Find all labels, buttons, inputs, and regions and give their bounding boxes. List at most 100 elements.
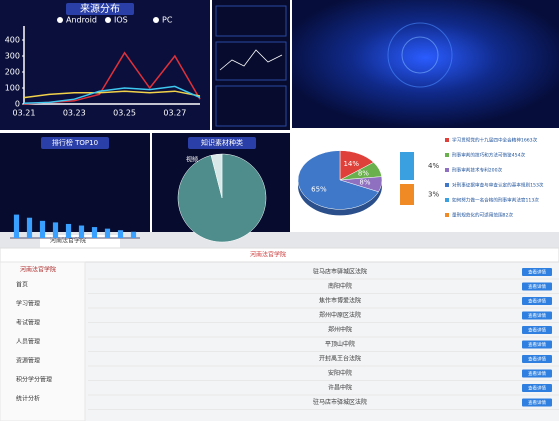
legend-marker <box>445 198 449 202</box>
title-tab <box>188 137 256 149</box>
bar <box>52 222 59 238</box>
chart-title: 排行榜 TOP10 <box>52 138 98 147</box>
court-name: 驻马店市驿城区法院 <box>313 398 367 406</box>
court-name: 郑州中原区法院 <box>319 311 361 319</box>
slice-label: 视频 <box>186 156 198 164</box>
panel <box>292 0 559 128</box>
bar <box>39 220 46 238</box>
bar <box>26 217 33 238</box>
detail-button-label[interactable]: 查看详情 <box>528 298 546 305</box>
data-label: 65% <box>311 186 327 194</box>
menu-item[interactable]: 积分学分管理 <box>16 376 52 384</box>
chart-title: 知识素材种类 <box>201 138 243 147</box>
bar <box>91 227 98 238</box>
legend-marker <box>57 17 63 23</box>
mini-panel <box>215 41 287 81</box>
detail-button-label[interactable]: 查看详情 <box>528 327 546 334</box>
bar <box>104 228 111 238</box>
panel <box>212 0 290 130</box>
bar <box>65 223 72 238</box>
bar-of-pie <box>400 184 414 205</box>
court-name: 许昌中院 <box>328 384 352 392</box>
title-tab <box>66 3 134 15</box>
legend-label: IOS <box>114 16 128 25</box>
detail-button[interactable] <box>522 268 552 276</box>
menu-item[interactable]: 首页 <box>16 281 28 289</box>
data-label: 4% <box>428 162 439 170</box>
mini-panel <box>215 5 287 37</box>
decor-ring <box>387 22 453 88</box>
x-tick-label: 03.25 <box>113 109 136 118</box>
legend-label: PC <box>162 16 173 25</box>
detail-button-label[interactable]: 查看详情 <box>528 370 546 377</box>
title-tab <box>41 137 109 149</box>
detail-button-label[interactable]: 查看详情 <box>528 399 546 406</box>
series-line <box>23 90 201 99</box>
legend-marker <box>105 17 111 23</box>
court-name: 平顶山中院 <box>325 340 355 348</box>
legend-label: 刑事审判的技巧和方法可借鉴454次 <box>452 152 525 159</box>
series-line <box>23 85 201 104</box>
court-name: 焦作市博爱法院 <box>319 297 361 305</box>
detail-button[interactable] <box>522 340 552 349</box>
sidebar <box>0 261 86 421</box>
detail-button[interactable] <box>522 326 552 334</box>
legend-label: 量刑规范化的可适用范围82次 <box>452 212 513 219</box>
detail-button[interactable] <box>522 282 552 291</box>
chart-title: 来源分布 <box>80 2 120 15</box>
legend-label: 对刑事证据审查与审查认定的基本规则153次 <box>452 182 544 189</box>
decor-line <box>219 49 283 71</box>
legend-label: Android <box>66 16 97 25</box>
legend-marker <box>445 183 449 187</box>
pie-slice <box>297 150 379 210</box>
data-label: 8% <box>359 179 370 187</box>
menu-item[interactable]: 资源管理 <box>16 357 40 365</box>
legend-marker <box>445 138 449 142</box>
detail-button[interactable] <box>522 369 552 378</box>
detail-button-label[interactable]: 查看详情 <box>528 312 546 319</box>
bar <box>78 225 85 238</box>
court-name: 南阳中院 <box>328 282 352 290</box>
detail-button[interactable] <box>522 297 552 305</box>
x-tick-label: 03.21 <box>13 109 36 118</box>
data-label: 3% <box>428 191 439 199</box>
pie-slice <box>210 153 223 199</box>
court-name: 驻马店市驿城区法院 <box>313 268 367 276</box>
tab-bar <box>0 232 559 248</box>
menu-item[interactable]: 统计分析 <box>16 395 40 403</box>
detail-button[interactable] <box>522 311 552 320</box>
menu-item[interactable]: 考试管理 <box>16 319 40 327</box>
legend-marker <box>445 213 449 217</box>
menu-item[interactable]: 学习管理 <box>16 300 40 308</box>
x-tick-label: 03.27 <box>163 109 186 118</box>
court-name: 开封禹王台法院 <box>319 355 361 363</box>
y-tick-label: 200 <box>5 68 20 77</box>
y-tick-label: 100 <box>5 84 20 93</box>
bar <box>130 231 137 238</box>
detail-button-label[interactable]: 查看详情 <box>528 283 546 290</box>
bar <box>13 214 20 238</box>
legend-marker <box>153 17 159 23</box>
legend-label: 学习贯彻党的十九届四中全会精神1663次 <box>452 137 538 144</box>
detail-button-label[interactable]: 查看详情 <box>528 356 546 363</box>
data-label: 8% <box>358 169 369 177</box>
mini-panel <box>215 85 287 127</box>
court-name: 郑州中院 <box>328 326 352 334</box>
detail-button-label[interactable]: 查看详情 <box>528 385 546 392</box>
brand: 河南法官学院 <box>20 266 56 274</box>
bar-of-pie <box>400 152 414 180</box>
detail-button[interactable] <box>522 398 552 407</box>
menu-item[interactable]: 人员管理 <box>16 338 40 346</box>
detail-button[interactable] <box>522 384 552 392</box>
detail-button-label[interactable]: 查看详情 <box>528 269 546 276</box>
legend-marker <box>445 168 449 172</box>
bar <box>117 230 124 238</box>
detail-button-label[interactable]: 查看详情 <box>528 341 546 348</box>
legend-marker <box>445 153 449 157</box>
legend-label: 刑事审判技术专利200次 <box>452 167 503 174</box>
browser <box>0 232 559 421</box>
detail-button[interactable] <box>522 355 552 363</box>
legend-label: 如何努力做一名合格的刑事审判法官113次 <box>452 197 539 204</box>
